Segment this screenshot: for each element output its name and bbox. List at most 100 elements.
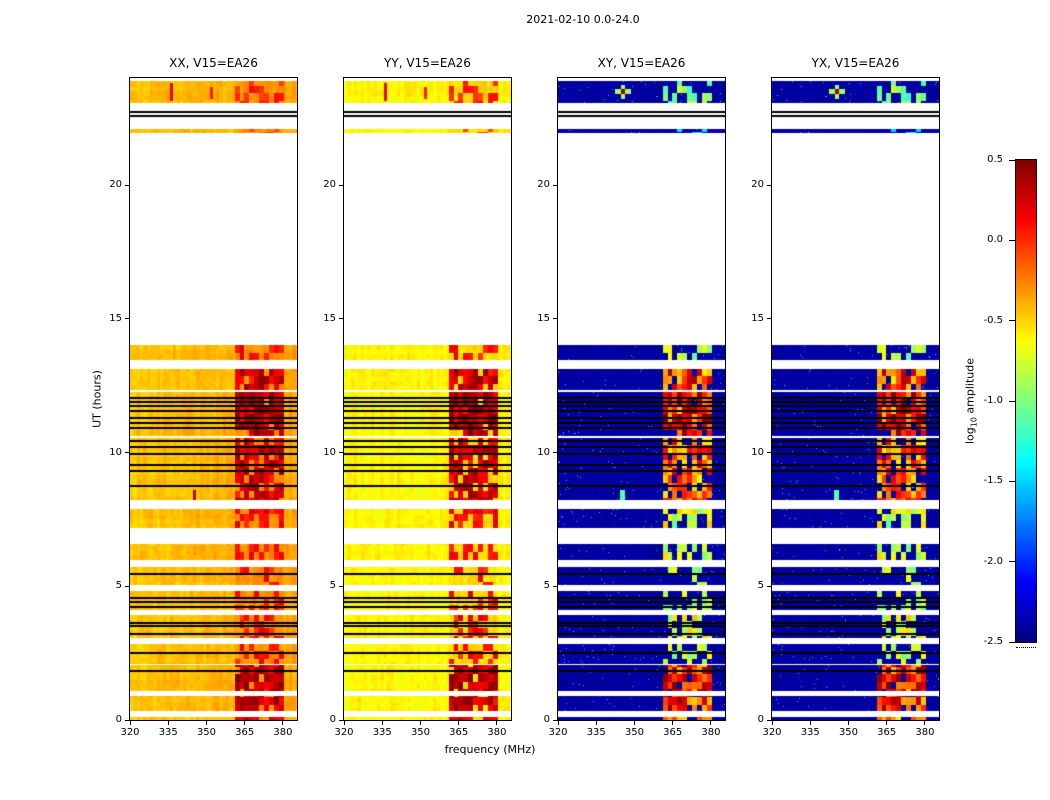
x-tick-label: 350 xyxy=(624,727,645,738)
y-tick-label: 0 xyxy=(115,714,122,725)
figure-title: 2021-02-10 0.0-24.0 xyxy=(526,13,640,26)
y-tick-mark xyxy=(553,184,557,186)
y-tick-label: 15 xyxy=(323,312,336,324)
y-tick-mark xyxy=(767,452,771,453)
y-tick-mark xyxy=(125,585,129,587)
colorbar-label-suffix: amplitude xyxy=(963,357,977,418)
x-tick-mark xyxy=(595,721,597,725)
x-tick-label: 335 xyxy=(586,727,606,738)
heatmap-canvas-yx xyxy=(771,77,940,721)
colorbar-label-subscript: 10 xyxy=(969,417,979,428)
y-tick-label: 5 xyxy=(543,580,550,592)
y-tick-label: 20 xyxy=(537,179,550,190)
x-tick-label: 320 xyxy=(120,727,140,738)
x-tick-label: 335 xyxy=(158,727,178,738)
y-tick-mark xyxy=(339,452,343,453)
y-tick-label: 5 xyxy=(115,580,122,592)
y-tick-label: 10 xyxy=(323,446,336,458)
colorbar-tick-label: -1.0 xyxy=(983,395,1003,406)
x-tick-mark xyxy=(496,721,498,725)
x-tick-label: 350 xyxy=(410,727,431,738)
panel-title-yx: YX, V15=EA26 xyxy=(811,56,900,70)
x-tick-label: 365 xyxy=(449,727,469,738)
x-tick-label: 320 xyxy=(334,727,354,738)
colorbar-tick-mark xyxy=(1009,159,1015,161)
y-tick-label: 5 xyxy=(757,580,764,592)
colorbar-tick-label: -2.5 xyxy=(983,636,1003,647)
heatmap-canvas-xy xyxy=(557,77,726,721)
x-tick-mark xyxy=(205,721,207,725)
x-tick-label: 350 xyxy=(196,727,217,738)
x-tick-label: 335 xyxy=(372,727,392,738)
x-tick-mark xyxy=(381,721,383,725)
x-tick-label: 350 xyxy=(838,727,859,738)
y-tick-label: 15 xyxy=(537,312,550,324)
y-tick-label: 10 xyxy=(751,446,764,458)
y-tick-mark xyxy=(339,585,343,587)
colorbar-extend-dotted xyxy=(1016,647,1036,648)
y-tick-mark xyxy=(767,585,771,587)
y-tick-label: 5 xyxy=(329,580,336,592)
colorbar-tick-mark xyxy=(1009,480,1015,482)
x-tick-label: 380 xyxy=(273,727,293,738)
panel-title-xy: XY, V15=EA26 xyxy=(597,56,686,70)
colorbar-tick-label: -2.0 xyxy=(983,555,1003,567)
colorbar-tick-label: -1.5 xyxy=(983,475,1003,487)
x-tick-mark xyxy=(419,721,421,725)
y-tick-mark xyxy=(339,184,343,186)
y-tick-label: 10 xyxy=(537,446,550,458)
x-tick-mark xyxy=(557,721,559,725)
y-tick-mark xyxy=(125,452,129,453)
heatmap-canvas-yy xyxy=(343,77,512,721)
x-tick-mark xyxy=(710,721,712,725)
y-tick-label: 10 xyxy=(109,446,122,458)
colorbar-tick-mark xyxy=(1009,561,1015,563)
colorbar-label-prefix: log xyxy=(963,427,977,445)
y-tick-mark xyxy=(767,719,771,721)
y-tick-mark xyxy=(553,318,557,320)
colorbar-tick-mark xyxy=(1009,641,1015,643)
y-tick-label: 15 xyxy=(109,312,122,324)
x-tick-mark xyxy=(672,721,674,725)
x-tick-label: 320 xyxy=(548,727,568,738)
colorbar-tick-label: 0.5 xyxy=(987,154,1003,165)
colorbar-tick-label: -0.5 xyxy=(983,314,1003,326)
colorbar-tick-label: 0.0 xyxy=(987,234,1003,246)
y-tick-label: 0 xyxy=(329,714,336,725)
x-tick-label: 335 xyxy=(800,727,820,738)
colorbar-tick-mark xyxy=(1009,400,1015,402)
y-tick-mark xyxy=(125,318,129,320)
x-tick-label: 320 xyxy=(762,727,782,738)
x-tick-label: 365 xyxy=(877,727,897,738)
x-tick-label: 365 xyxy=(663,727,683,738)
x-tick-mark xyxy=(167,721,169,725)
x-tick-mark xyxy=(633,721,635,725)
y-tick-label: 20 xyxy=(109,179,122,190)
x-tick-mark xyxy=(282,721,284,725)
y-tick-mark xyxy=(339,318,343,320)
y-tick-label: 20 xyxy=(751,179,764,190)
colorbar-tick-mark xyxy=(1009,239,1015,241)
heatmap-canvas-xx xyxy=(129,77,298,721)
y-tick-label: 15 xyxy=(751,312,764,324)
y-tick-mark xyxy=(339,719,343,721)
y-tick-mark xyxy=(767,184,771,186)
panel-title-xx: XX, V15=EA26 xyxy=(169,56,258,70)
x-tick-mark xyxy=(886,721,888,725)
colorbar-tick-mark xyxy=(1009,320,1015,322)
x-tick-mark xyxy=(924,721,926,725)
y-tick-mark xyxy=(553,585,557,587)
y-tick-mark xyxy=(767,318,771,320)
y-tick-label: 0 xyxy=(757,714,764,725)
x-tick-label: 380 xyxy=(487,727,507,738)
x-tick-mark xyxy=(809,721,811,725)
x-tick-label: 380 xyxy=(701,727,721,738)
x-tick-mark xyxy=(771,721,773,725)
y-axis-label: UT (hours) xyxy=(90,370,104,428)
y-tick-mark xyxy=(125,184,129,186)
x-tick-mark xyxy=(458,721,460,725)
y-tick-mark xyxy=(553,719,557,721)
y-tick-label: 20 xyxy=(323,179,336,190)
x-tick-mark xyxy=(129,721,131,725)
y-tick-mark xyxy=(125,719,129,721)
